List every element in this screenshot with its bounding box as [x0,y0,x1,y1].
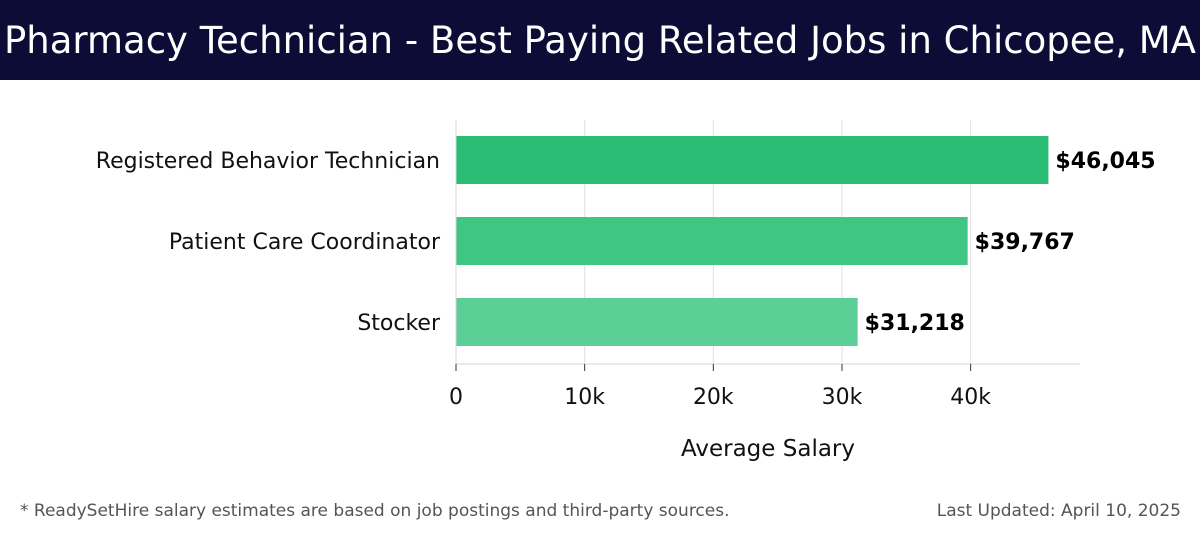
x-tick-label: 40k [950,385,991,410]
title-bar [0,0,1200,80]
category-label: Registered Behavior Technician [96,149,440,174]
x-tick-label: 0 [449,385,463,410]
x-tick-label: 30k [822,385,863,410]
axes: 0 10k 20k 30k 40k [449,120,1080,410]
value-label: $46,045 [1055,149,1155,174]
x-tick-label: 10k [564,385,605,410]
value-label: $31,218 [865,311,965,336]
category-label: Patient Care Coordinator [169,230,441,255]
x-tick-label: 20k [693,385,734,410]
footnote: * ReadySetHire salary estimates are base… [20,501,730,521]
bar [456,136,1049,184]
category-label: Stocker [357,311,441,336]
bars [456,136,1049,346]
bar [456,217,968,265]
salary-bar-chart: 0 10k 20k 30k 40k Registered Behavior Techni… [96,120,1156,462]
last-updated: Last Updated: April 10, 2025 [936,501,1181,521]
bar [456,298,858,346]
labels: Registered Behavior Technician $46,045 Pat… [96,149,1156,336]
x-axis-title: Average Salary [681,436,855,462]
chart-title: Pharmacy Technician - Best Paying Relate… [4,19,1196,62]
value-label: $39,767 [975,230,1075,255]
